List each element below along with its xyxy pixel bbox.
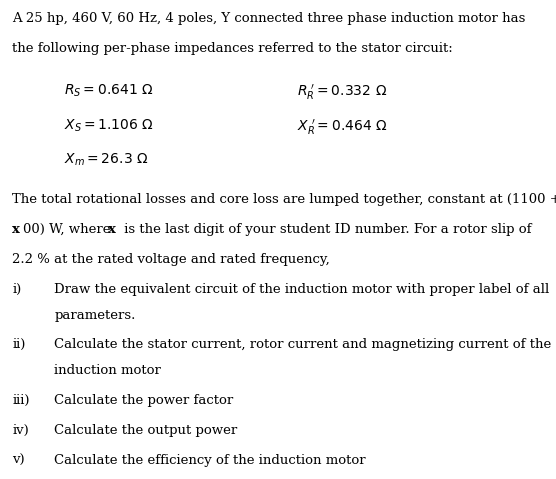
Text: Calculate the efficiency of the induction motor: Calculate the efficiency of the inductio… [54, 454, 366, 467]
Text: Draw the equivalent circuit of the induction motor with proper label of all: Draw the equivalent circuit of the induc… [54, 283, 550, 296]
Text: v): v) [12, 454, 25, 467]
Text: The total rotational losses and core loss are lumped together, constant at (1100: The total rotational losses and core los… [12, 194, 556, 206]
Text: $\it{R}_{\it{R}}^{\ \prime}$$ = 0.332\ \Omega$: $\it{R}_{\it{R}}^{\ \prime}$$ = 0.332\ \… [297, 83, 388, 102]
Text: Calculate the output power: Calculate the output power [54, 424, 238, 437]
Text: $\it{R}_{\it{S}}$$ = 0.641\ \Omega$: $\it{R}_{\it{S}}$$ = 0.641\ \Omega$ [64, 83, 153, 100]
Text: Calculate the stator current, rotor current and magnetizing current of the: Calculate the stator current, rotor curr… [54, 338, 552, 351]
Text: induction motor: induction motor [54, 365, 161, 377]
Text: the following per-phase impedances referred to the stator circuit:: the following per-phase impedances refer… [12, 42, 453, 55]
Text: x: x [12, 223, 20, 236]
Text: A 25 hp, 460 V, 60 Hz, 4 poles, Y connected three phase induction motor has: A 25 hp, 460 V, 60 Hz, 4 poles, Y connec… [12, 12, 525, 25]
Text: ii): ii) [12, 338, 26, 351]
Text: is the last digit of your student ID number. For a rotor slip of: is the last digit of your student ID num… [120, 223, 531, 236]
Text: x: x [108, 223, 116, 236]
Text: $\it{X}_{\it{R}}^{\ \prime}$$ = 0.464\ \Omega$: $\it{X}_{\it{R}}^{\ \prime}$$ = 0.464\ \… [297, 117, 388, 137]
Text: 2.2 % at the rated voltage and rated frequency,: 2.2 % at the rated voltage and rated fre… [12, 253, 330, 266]
Text: iii): iii) [12, 394, 29, 407]
Text: parameters.: parameters. [54, 308, 136, 321]
Text: i): i) [12, 283, 22, 296]
Text: iv): iv) [12, 424, 29, 437]
Text: Calculate the power factor: Calculate the power factor [54, 394, 234, 407]
Text: $\it{X}_{\it{S}}$$ = 1.106\ \Omega$: $\it{X}_{\it{S}}$$ = 1.106\ \Omega$ [64, 117, 154, 134]
Text: 00) W, where: 00) W, where [23, 223, 115, 236]
Text: $\it{X}_{\it{m}}$$ = 26.3\ \Omega$: $\it{X}_{\it{m}}$$ = 26.3\ \Omega$ [64, 152, 148, 169]
